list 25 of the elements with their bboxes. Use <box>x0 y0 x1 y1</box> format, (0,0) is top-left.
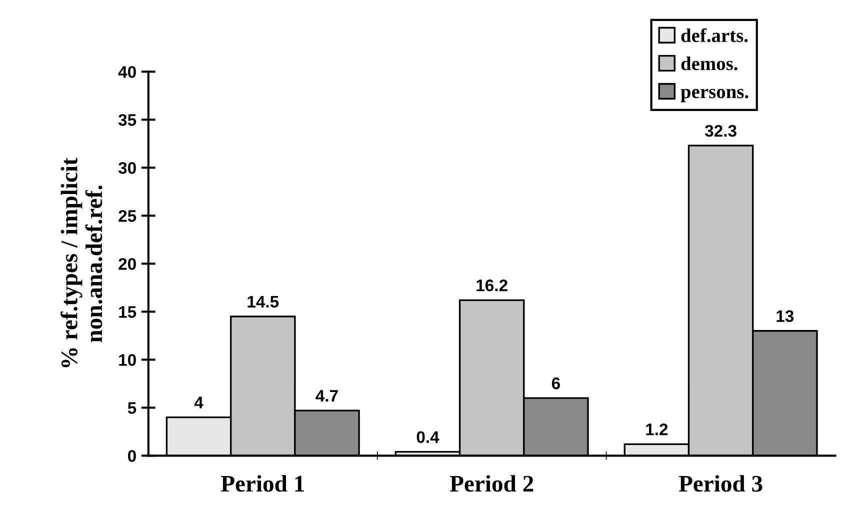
y-tick-label: 25 <box>118 210 136 222</box>
data-label: 4.7 <box>316 390 338 402</box>
y-tick-label: 40 <box>118 66 136 78</box>
y-tick-label: 15 <box>119 306 136 318</box>
legend-label: persons. <box>680 88 748 102</box>
legend-label: def.arts. <box>681 28 748 42</box>
data-label: 6 <box>552 377 560 390</box>
data-label: 16.2 <box>476 280 508 292</box>
data-label: 13 <box>776 310 794 322</box>
data-label: 0.4 <box>416 431 440 443</box>
x-tick-label: Period 1 <box>220 475 304 492</box>
y-tick-label: 30 <box>118 162 136 174</box>
data-label: 1.2 <box>646 424 668 436</box>
x-tick-label: Period 3 <box>678 475 762 492</box>
legend-label: demos. <box>681 56 738 70</box>
y-tick-label: 20 <box>118 258 136 270</box>
y-tick-label: 10 <box>119 354 136 366</box>
data-label: 14.5 <box>248 296 279 308</box>
data-label: 32.3 <box>704 124 736 137</box>
x-tick-label: Period 2 <box>450 475 534 492</box>
y-tick-label: 0 <box>128 450 136 462</box>
y-tick-label: 35 <box>118 114 136 126</box>
y-tick-label: 5 <box>128 402 136 414</box>
y-axis-title: % ref.types / implicit non.ana.def.ref. <box>60 158 102 368</box>
data-label: 4 <box>194 396 204 408</box>
